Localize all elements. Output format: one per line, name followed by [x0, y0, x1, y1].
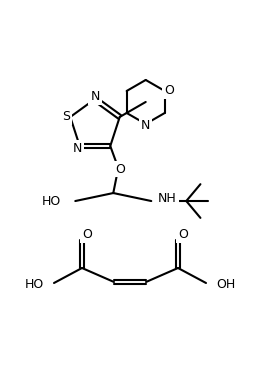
Text: HO: HO	[42, 195, 61, 207]
Text: S: S	[62, 110, 70, 123]
Text: O: O	[82, 229, 92, 241]
Text: HO: HO	[25, 279, 44, 292]
Text: O: O	[115, 163, 125, 176]
Text: O: O	[164, 84, 174, 97]
Text: N: N	[73, 141, 82, 154]
Text: NH: NH	[158, 191, 177, 204]
Text: N: N	[90, 91, 100, 103]
Text: O: O	[178, 229, 188, 241]
Text: N: N	[141, 119, 150, 132]
Text: OH: OH	[216, 279, 235, 292]
